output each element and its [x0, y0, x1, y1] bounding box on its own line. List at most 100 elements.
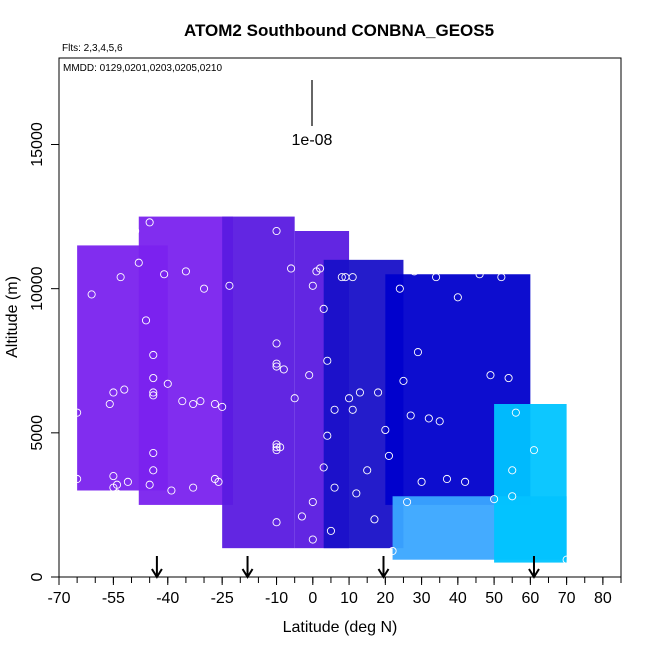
observation-point: [319, 304, 328, 313]
observation-point: [141, 316, 151, 325]
x-axis-label: Latitude (deg N): [283, 619, 398, 636]
observation-point: [486, 371, 495, 380]
observation-point: [116, 273, 125, 282]
observation-point: [345, 394, 354, 403]
observation-point: [381, 425, 390, 435]
observation-point: [319, 463, 328, 472]
chart-title: ATOM2 Southbound CONBNA_GEOS5: [184, 21, 494, 40]
observation-point: [149, 373, 158, 383]
observation-point: [330, 483, 339, 492]
observation-point: [403, 497, 412, 507]
observation-point: [112, 480, 122, 489]
observation-point: [149, 391, 158, 400]
observation-point: [189, 483, 198, 492]
arrow-down-icon: [377, 568, 390, 579]
observation-point: [218, 402, 227, 411]
arrow-down-icon: [241, 568, 254, 579]
scale-label: 1e-08: [292, 132, 333, 149]
observation-point: [149, 466, 158, 475]
observation-point: [272, 359, 281, 368]
observation-point: [348, 273, 357, 282]
observation-point: [272, 443, 281, 452]
observation-point: [308, 535, 317, 544]
observation-point: [279, 365, 288, 374]
observation-point: [123, 477, 132, 486]
x-tick-label: 60: [521, 590, 539, 607]
observation-point: [308, 281, 317, 290]
observation-point: [406, 411, 415, 420]
dates-label: MMDD: 0129,0201,0203,0205,0210: [63, 63, 222, 74]
observation-point: [562, 555, 571, 564]
observation-point: [272, 362, 281, 371]
observation-point: [435, 417, 444, 426]
observation-point: [272, 226, 281, 236]
y-tick-label: 5000: [29, 415, 46, 451]
x-tick-label: 30: [413, 590, 431, 607]
observation-point: [210, 399, 219, 409]
curtain-cell: [494, 404, 567, 563]
x-tick-label: -25: [211, 590, 234, 607]
observation-point: [287, 264, 296, 273]
x-tick-label: -40: [156, 590, 179, 607]
y-tick-label: 15000: [29, 122, 46, 167]
x-tick-label: 10: [340, 590, 358, 607]
observation-point: [149, 388, 158, 397]
plot-frame: [58, 57, 622, 578]
observation-point: [73, 474, 82, 484]
observation-point: [272, 339, 281, 348]
arrow-down-icon: [528, 568, 540, 579]
observation-point: [323, 431, 332, 440]
observation-point: [504, 373, 513, 383]
curtain-cell: [222, 216, 295, 549]
x-tick-label: 50: [485, 590, 503, 607]
observation-point: [167, 486, 176, 495]
observation-point: [363, 466, 372, 475]
observation-point: [149, 350, 158, 360]
curtain-cell: [138, 216, 234, 505]
observation-point: [109, 472, 118, 481]
observation-point: [316, 264, 325, 273]
observation-point: [73, 408, 82, 417]
observation-point: [508, 492, 517, 501]
observation-point: [214, 477, 223, 486]
observation-point: [424, 414, 433, 423]
observation-point: [290, 394, 299, 403]
flights-label: Flts: 2,3,4,5,6: [62, 43, 123, 54]
observation-point: [149, 448, 158, 458]
observation-point: [399, 376, 408, 385]
observation-point: [131, 226, 140, 236]
observation-point: [196, 397, 205, 406]
observation-point: [297, 512, 306, 521]
observation-point: [432, 273, 441, 282]
observation-point: [413, 348, 423, 357]
observation-point: [134, 258, 143, 267]
y-tick-label: 10000: [29, 266, 46, 311]
observation-point: [388, 547, 397, 556]
observation-point: [330, 405, 339, 414]
observation-point: [308, 497, 317, 507]
observation-point: [511, 408, 520, 417]
observation-point: [109, 388, 118, 397]
observation-point: [160, 270, 169, 279]
observation-point: [326, 526, 335, 535]
x-tick-label: -55: [102, 590, 125, 607]
y-tick-label: 0: [29, 572, 46, 581]
observation-point: [374, 388, 383, 397]
observation-point: [323, 356, 332, 365]
observation-point: [352, 489, 361, 498]
observation-point: [442, 474, 452, 484]
observation-point: [112, 489, 122, 498]
x-tick-label: -70: [47, 590, 70, 607]
x-tick-label: 70: [558, 590, 576, 607]
observation-point: [199, 284, 209, 293]
observation-point: [189, 399, 198, 409]
observation-point: [116, 235, 125, 244]
observation-point: [348, 405, 357, 414]
observation-point: [490, 495, 499, 504]
observation-point: [225, 281, 234, 290]
arrow-down-icon: [151, 568, 163, 579]
observation-point: [461, 477, 470, 486]
observation-point: [497, 273, 506, 282]
y-axis-label: Altitude (m): [4, 276, 21, 358]
